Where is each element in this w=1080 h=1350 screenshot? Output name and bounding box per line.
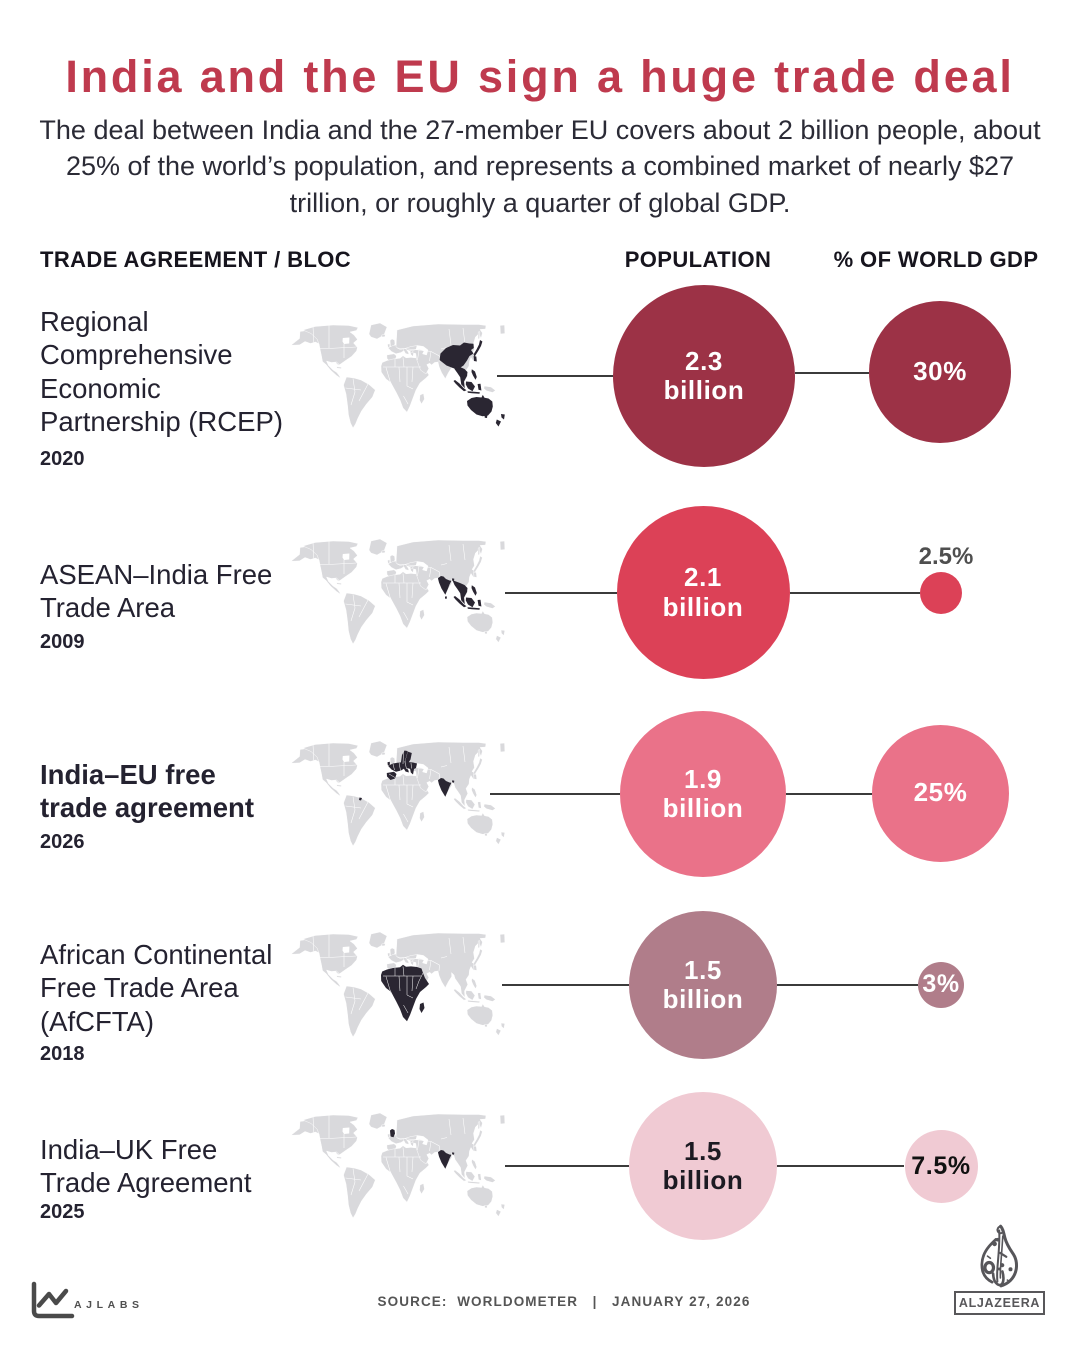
svg-text:AJLABS: AJLABS (74, 1299, 144, 1311)
